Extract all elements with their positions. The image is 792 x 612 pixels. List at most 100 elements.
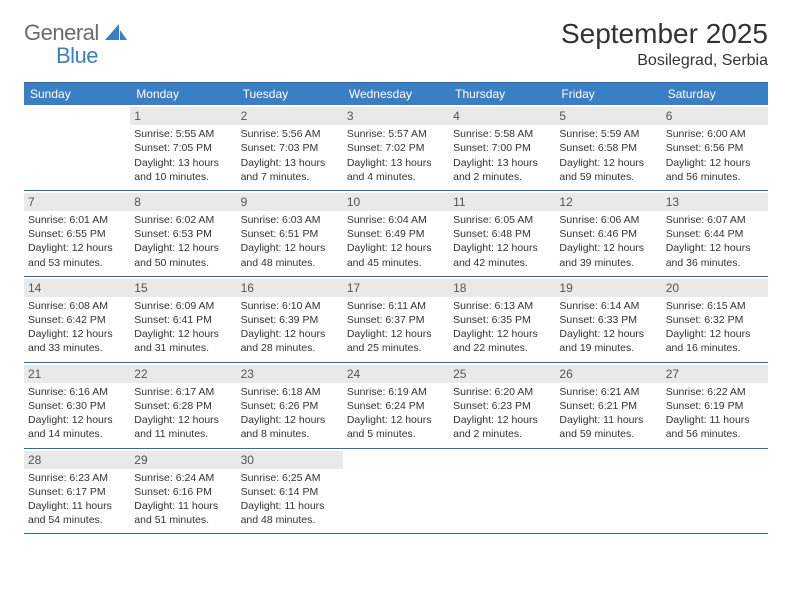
week-row: 1Sunrise: 5:55 AMSunset: 7:05 PMDaylight… xyxy=(24,105,768,191)
day-daylight: Daylight: 12 hours and 36 minutes. xyxy=(666,241,764,269)
day-cell: 18Sunrise: 6:13 AMSunset: 6:35 PMDayligh… xyxy=(449,277,555,362)
day-sunset: Sunset: 7:05 PM xyxy=(134,141,232,155)
day-daylight: Daylight: 11 hours and 54 minutes. xyxy=(28,499,126,527)
day-sunrise: Sunrise: 6:20 AM xyxy=(453,385,551,399)
day-cell: 17Sunrise: 6:11 AMSunset: 6:37 PMDayligh… xyxy=(343,277,449,362)
day-sunrise: Sunrise: 5:56 AM xyxy=(241,127,339,141)
day-daylight: Daylight: 11 hours and 51 minutes. xyxy=(134,499,232,527)
day-cell: 10Sunrise: 6:04 AMSunset: 6:49 PMDayligh… xyxy=(343,191,449,276)
month-title: September 2025 xyxy=(561,18,768,50)
day-sunset: Sunset: 6:14 PM xyxy=(241,485,339,499)
day-sunset: Sunset: 6:55 PM xyxy=(28,227,126,241)
day-sunset: Sunset: 6:23 PM xyxy=(453,399,551,413)
day-sunrise: Sunrise: 6:01 AM xyxy=(28,213,126,227)
day-daylight: Daylight: 12 hours and 2 minutes. xyxy=(453,413,551,441)
day-sunrise: Sunrise: 6:03 AM xyxy=(241,213,339,227)
logo-text-block: General Blue xyxy=(24,22,127,67)
day-cell xyxy=(662,449,768,534)
day-daylight: Daylight: 12 hours and 39 minutes. xyxy=(559,241,657,269)
day-cell: 27Sunrise: 6:22 AMSunset: 6:19 PMDayligh… xyxy=(662,363,768,448)
day-sunrise: Sunrise: 6:22 AM xyxy=(666,385,764,399)
day-sunset: Sunset: 6:24 PM xyxy=(347,399,445,413)
day-sunset: Sunset: 6:49 PM xyxy=(347,227,445,241)
day-sunrise: Sunrise: 6:25 AM xyxy=(241,471,339,485)
day-cell: 29Sunrise: 6:24 AMSunset: 6:16 PMDayligh… xyxy=(130,449,236,534)
day-number: 15 xyxy=(130,279,236,297)
day-sunset: Sunset: 6:35 PM xyxy=(453,313,551,327)
day-daylight: Daylight: 13 hours and 7 minutes. xyxy=(241,156,339,184)
day-daylight: Daylight: 12 hours and 45 minutes. xyxy=(347,241,445,269)
weekday-header-row: Sunday Monday Tuesday Wednesday Thursday… xyxy=(24,83,768,105)
day-number: 17 xyxy=(343,279,449,297)
day-sunset: Sunset: 6:33 PM xyxy=(559,313,657,327)
day-sunrise: Sunrise: 5:58 AM xyxy=(453,127,551,141)
weekday-fri: Friday xyxy=(555,83,661,105)
day-cell: 28Sunrise: 6:23 AMSunset: 6:17 PMDayligh… xyxy=(24,449,130,534)
day-daylight: Daylight: 12 hours and 42 minutes. xyxy=(453,241,551,269)
day-number: 4 xyxy=(449,107,555,125)
day-sunset: Sunset: 6:58 PM xyxy=(559,141,657,155)
day-cell: 8Sunrise: 6:02 AMSunset: 6:53 PMDaylight… xyxy=(130,191,236,276)
page-header: General Blue September 2025 Bosilegrad, … xyxy=(24,18,768,70)
day-cell: 1 Sunrise: 5:55 AMSunset: 7:05 PMDaylight… xyxy=(130,105,236,190)
day-daylight: Daylight: 12 hours and 14 minutes. xyxy=(28,413,126,441)
day-sunrise: Sunrise: 6:19 AM xyxy=(347,385,445,399)
day-sunrise: Sunrise: 6:17 AM xyxy=(134,385,232,399)
day-sunrise: Sunrise: 6:10 AM xyxy=(241,299,339,313)
week-row: 21Sunrise: 6:16 AMSunset: 6:30 PMDayligh… xyxy=(24,363,768,449)
day-cell: 3Sunrise: 5:57 AMSunset: 7:02 PMDaylight… xyxy=(343,105,449,190)
day-number: 29 xyxy=(130,451,236,469)
day-cell xyxy=(343,449,449,534)
day-daylight: Daylight: 13 hours and 10 minutes. xyxy=(134,156,232,184)
day-sunset: Sunset: 6:21 PM xyxy=(559,399,657,413)
day-cell: 14Sunrise: 6:08 AMSunset: 6:42 PMDayligh… xyxy=(24,277,130,362)
day-sunrise: Sunrise: 6:24 AM xyxy=(134,471,232,485)
day-number: 26 xyxy=(555,365,661,383)
weekday-sun: Sunday xyxy=(24,83,130,105)
day-daylight: Daylight: 11 hours and 56 minutes. xyxy=(666,413,764,441)
weekday-sat: Saturday xyxy=(662,83,768,105)
day-sunset: Sunset: 6:26 PM xyxy=(241,399,339,413)
day-number: 9 xyxy=(237,193,343,211)
day-sunrise: Sunrise: 6:06 AM xyxy=(559,213,657,227)
day-number: 6 xyxy=(662,107,768,125)
day-sunset: Sunset: 7:00 PM xyxy=(453,141,551,155)
day-sunrise: Sunrise: 6:07 AM xyxy=(666,213,764,227)
day-sunrise: Sunrise: 6:14 AM xyxy=(559,299,657,313)
day-cell: 6Sunrise: 6:00 AMSunset: 6:56 PMDaylight… xyxy=(662,105,768,190)
day-cell: 25 Sunrise: 6:20 AMSunset: 6:23 PMDayligh… xyxy=(449,363,555,448)
day-sunrise: Sunrise: 6:23 AM xyxy=(28,471,126,485)
day-sunrise: Sunrise: 6:02 AM xyxy=(134,213,232,227)
day-sunrise: Sunrise: 5:55 AM xyxy=(134,127,232,141)
title-block: September 2025 Bosilegrad, Serbia xyxy=(561,18,768,70)
day-daylight: Daylight: 12 hours and 48 minutes. xyxy=(241,241,339,269)
day-daylight: Daylight: 12 hours and 28 minutes. xyxy=(241,327,339,355)
day-number: 10 xyxy=(343,193,449,211)
weeks-container: 1Sunrise: 5:55 AMSunset: 7:05 PMDaylight… xyxy=(24,105,768,534)
day-sunrise: Sunrise: 5:59 AM xyxy=(559,127,657,141)
day-sunrise: Sunrise: 6:21 AM xyxy=(559,385,657,399)
day-sunset: Sunset: 6:37 PM xyxy=(347,313,445,327)
week-row: 28Sunrise: 6:23 AMSunset: 6:17 PMDayligh… xyxy=(24,449,768,535)
logo-word-1: General xyxy=(24,20,99,45)
day-sunset: Sunset: 6:39 PM xyxy=(241,313,339,327)
day-cell xyxy=(24,105,130,190)
day-number: 25 xyxy=(449,365,555,383)
day-daylight: Daylight: 12 hours and 11 minutes. xyxy=(134,413,232,441)
day-number: 2 xyxy=(237,107,343,125)
day-number: 12 xyxy=(555,193,661,211)
day-cell: 26Sunrise: 6:21 AMSunset: 6:21 PMDayligh… xyxy=(555,363,661,448)
day-cell: 19Sunrise: 6:14 AMSunset: 6:33 PMDayligh… xyxy=(555,277,661,362)
day-number: 1 xyxy=(130,107,236,125)
day-sunset: Sunset: 6:53 PM xyxy=(134,227,232,241)
day-number: 22 xyxy=(130,365,236,383)
weekday-tue: Tuesday xyxy=(237,83,343,105)
day-cell: 15Sunrise: 6:09 AMSunset: 6:41 PMDayligh… xyxy=(130,277,236,362)
day-sunset: Sunset: 6:32 PM xyxy=(666,313,764,327)
day-number: 13 xyxy=(662,193,768,211)
day-sunrise: Sunrise: 5:57 AM xyxy=(347,127,445,141)
day-sunrise: Sunrise: 6:00 AM xyxy=(666,127,764,141)
calendar-grid: Sunday Monday Tuesday Wednesday Thursday… xyxy=(24,82,768,534)
day-sunrise: Sunrise: 6:13 AM xyxy=(453,299,551,313)
day-cell: 20Sunrise: 6:15 AMSunset: 6:32 PMDayligh… xyxy=(662,277,768,362)
